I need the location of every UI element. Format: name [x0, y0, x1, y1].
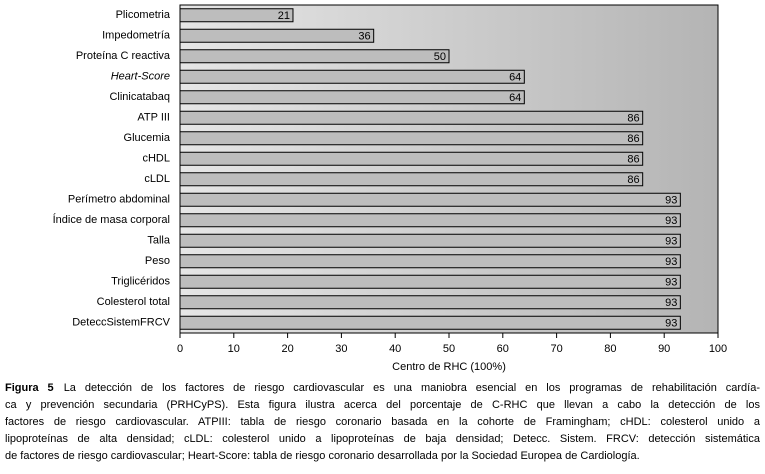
value-label: 86 — [627, 113, 639, 125]
bar — [179, 151, 644, 166]
caption-text: de factores de riesgo cardiovascular; He… — [5, 450, 640, 462]
x-axis-title: Centro de RHC (100%) — [392, 361, 506, 373]
caption-text: ca y prevención secundaria (PRHCyPS). Es… — [5, 399, 760, 411]
bar — [179, 233, 681, 248]
bar — [179, 172, 644, 187]
x-tick-label: 70 — [550, 343, 562, 355]
bar — [179, 110, 644, 125]
bar — [179, 49, 450, 64]
value-label: 93 — [665, 215, 677, 227]
value-label: 64 — [509, 92, 521, 104]
y-tick-label: Glucemia — [124, 132, 171, 144]
value-label: 86 — [627, 133, 639, 145]
x-tick-label: 0 — [177, 343, 183, 355]
value-label: 86 — [627, 174, 639, 186]
bar — [179, 131, 644, 146]
caption-text: lipoproteínas de alta densidad; cLDL: co… — [5, 433, 760, 445]
bar — [179, 8, 294, 23]
x-tick-label: 90 — [658, 343, 670, 355]
x-tick-label: 80 — [604, 343, 616, 355]
y-tick-label: Perímetro abdominal — [68, 194, 170, 206]
bar — [179, 274, 681, 289]
caption-text: factores de riesgo cardiovascular. ATPII… — [5, 416, 760, 428]
x-tick-label: 10 — [228, 343, 240, 355]
y-tick-label: Índice de masa corporal — [53, 213, 170, 226]
y-tick-label: Plicometria — [116, 9, 171, 21]
bar — [179, 28, 375, 43]
x-tick-label: 30 — [335, 343, 347, 355]
y-tick-label: Impedometría — [102, 30, 171, 42]
value-label: 93 — [665, 277, 677, 289]
chart: Centro de RHC (100%) 0 10 20 30 40 50 60 70 80 90… — [53, 4, 727, 373]
y-tick-label: Colesterol total — [97, 296, 170, 308]
x-tick-label: 60 — [497, 343, 509, 355]
bar — [179, 213, 681, 228]
value-label: 64 — [509, 72, 521, 84]
x-tick-label: 20 — [281, 343, 293, 355]
caption-line: de factores de riesgo cardiovascular; He… — [5, 448, 760, 465]
y-tick-label: Talla — [147, 235, 171, 247]
y-tick-label: Proteína C reactiva — [76, 50, 171, 62]
bar — [179, 90, 525, 105]
bar — [179, 315, 681, 330]
x-tick-label: 40 — [389, 343, 401, 355]
y-tick-label: Peso — [145, 255, 170, 267]
caption-line: lipoproteínas de alta densidad; cLDL: co… — [5, 431, 760, 448]
bar — [179, 192, 681, 207]
value-label: 21 — [278, 10, 290, 22]
bar — [179, 69, 525, 84]
y-tick-label: Heart-Score — [111, 71, 170, 83]
y-tick-label: cLDL — [144, 173, 170, 185]
caption-line: Figura 5 La detección de los factores de … — [5, 380, 760, 397]
value-label: 93 — [665, 256, 677, 268]
caption: Figura 5 La detección de los factores de … — [5, 380, 760, 465]
value-label: 93 — [665, 297, 677, 309]
y-tick-label: ATP III — [137, 112, 170, 124]
y-tick-label: DeteccSistemFRCV — [72, 317, 170, 329]
y-tick-label: Clinicatabaq — [109, 91, 170, 103]
bar — [179, 254, 681, 269]
value-label: 93 — [665, 236, 677, 248]
y-tick-label: Triglicéridos — [111, 276, 170, 288]
caption-line: ca y prevención secundaria (PRHCyPS). Es… — [5, 397, 760, 414]
x-tick-label: 50 — [443, 343, 455, 355]
value-label: 36 — [358, 31, 370, 43]
caption-text: La detección de los factores de riesgo c… — [63, 382, 760, 394]
caption-line: factores de riesgo cardiovascular. ATPII… — [5, 414, 760, 431]
x-tick-label: 100 — [709, 343, 727, 355]
bar — [179, 295, 681, 310]
value-label: 93 — [665, 195, 677, 207]
value-label: 50 — [434, 51, 446, 63]
value-label: 93 — [665, 318, 677, 330]
value-label: 86 — [627, 154, 639, 166]
figure-label: Figura 5 — [5, 382, 54, 394]
y-tick-label: cHDL — [142, 153, 170, 165]
